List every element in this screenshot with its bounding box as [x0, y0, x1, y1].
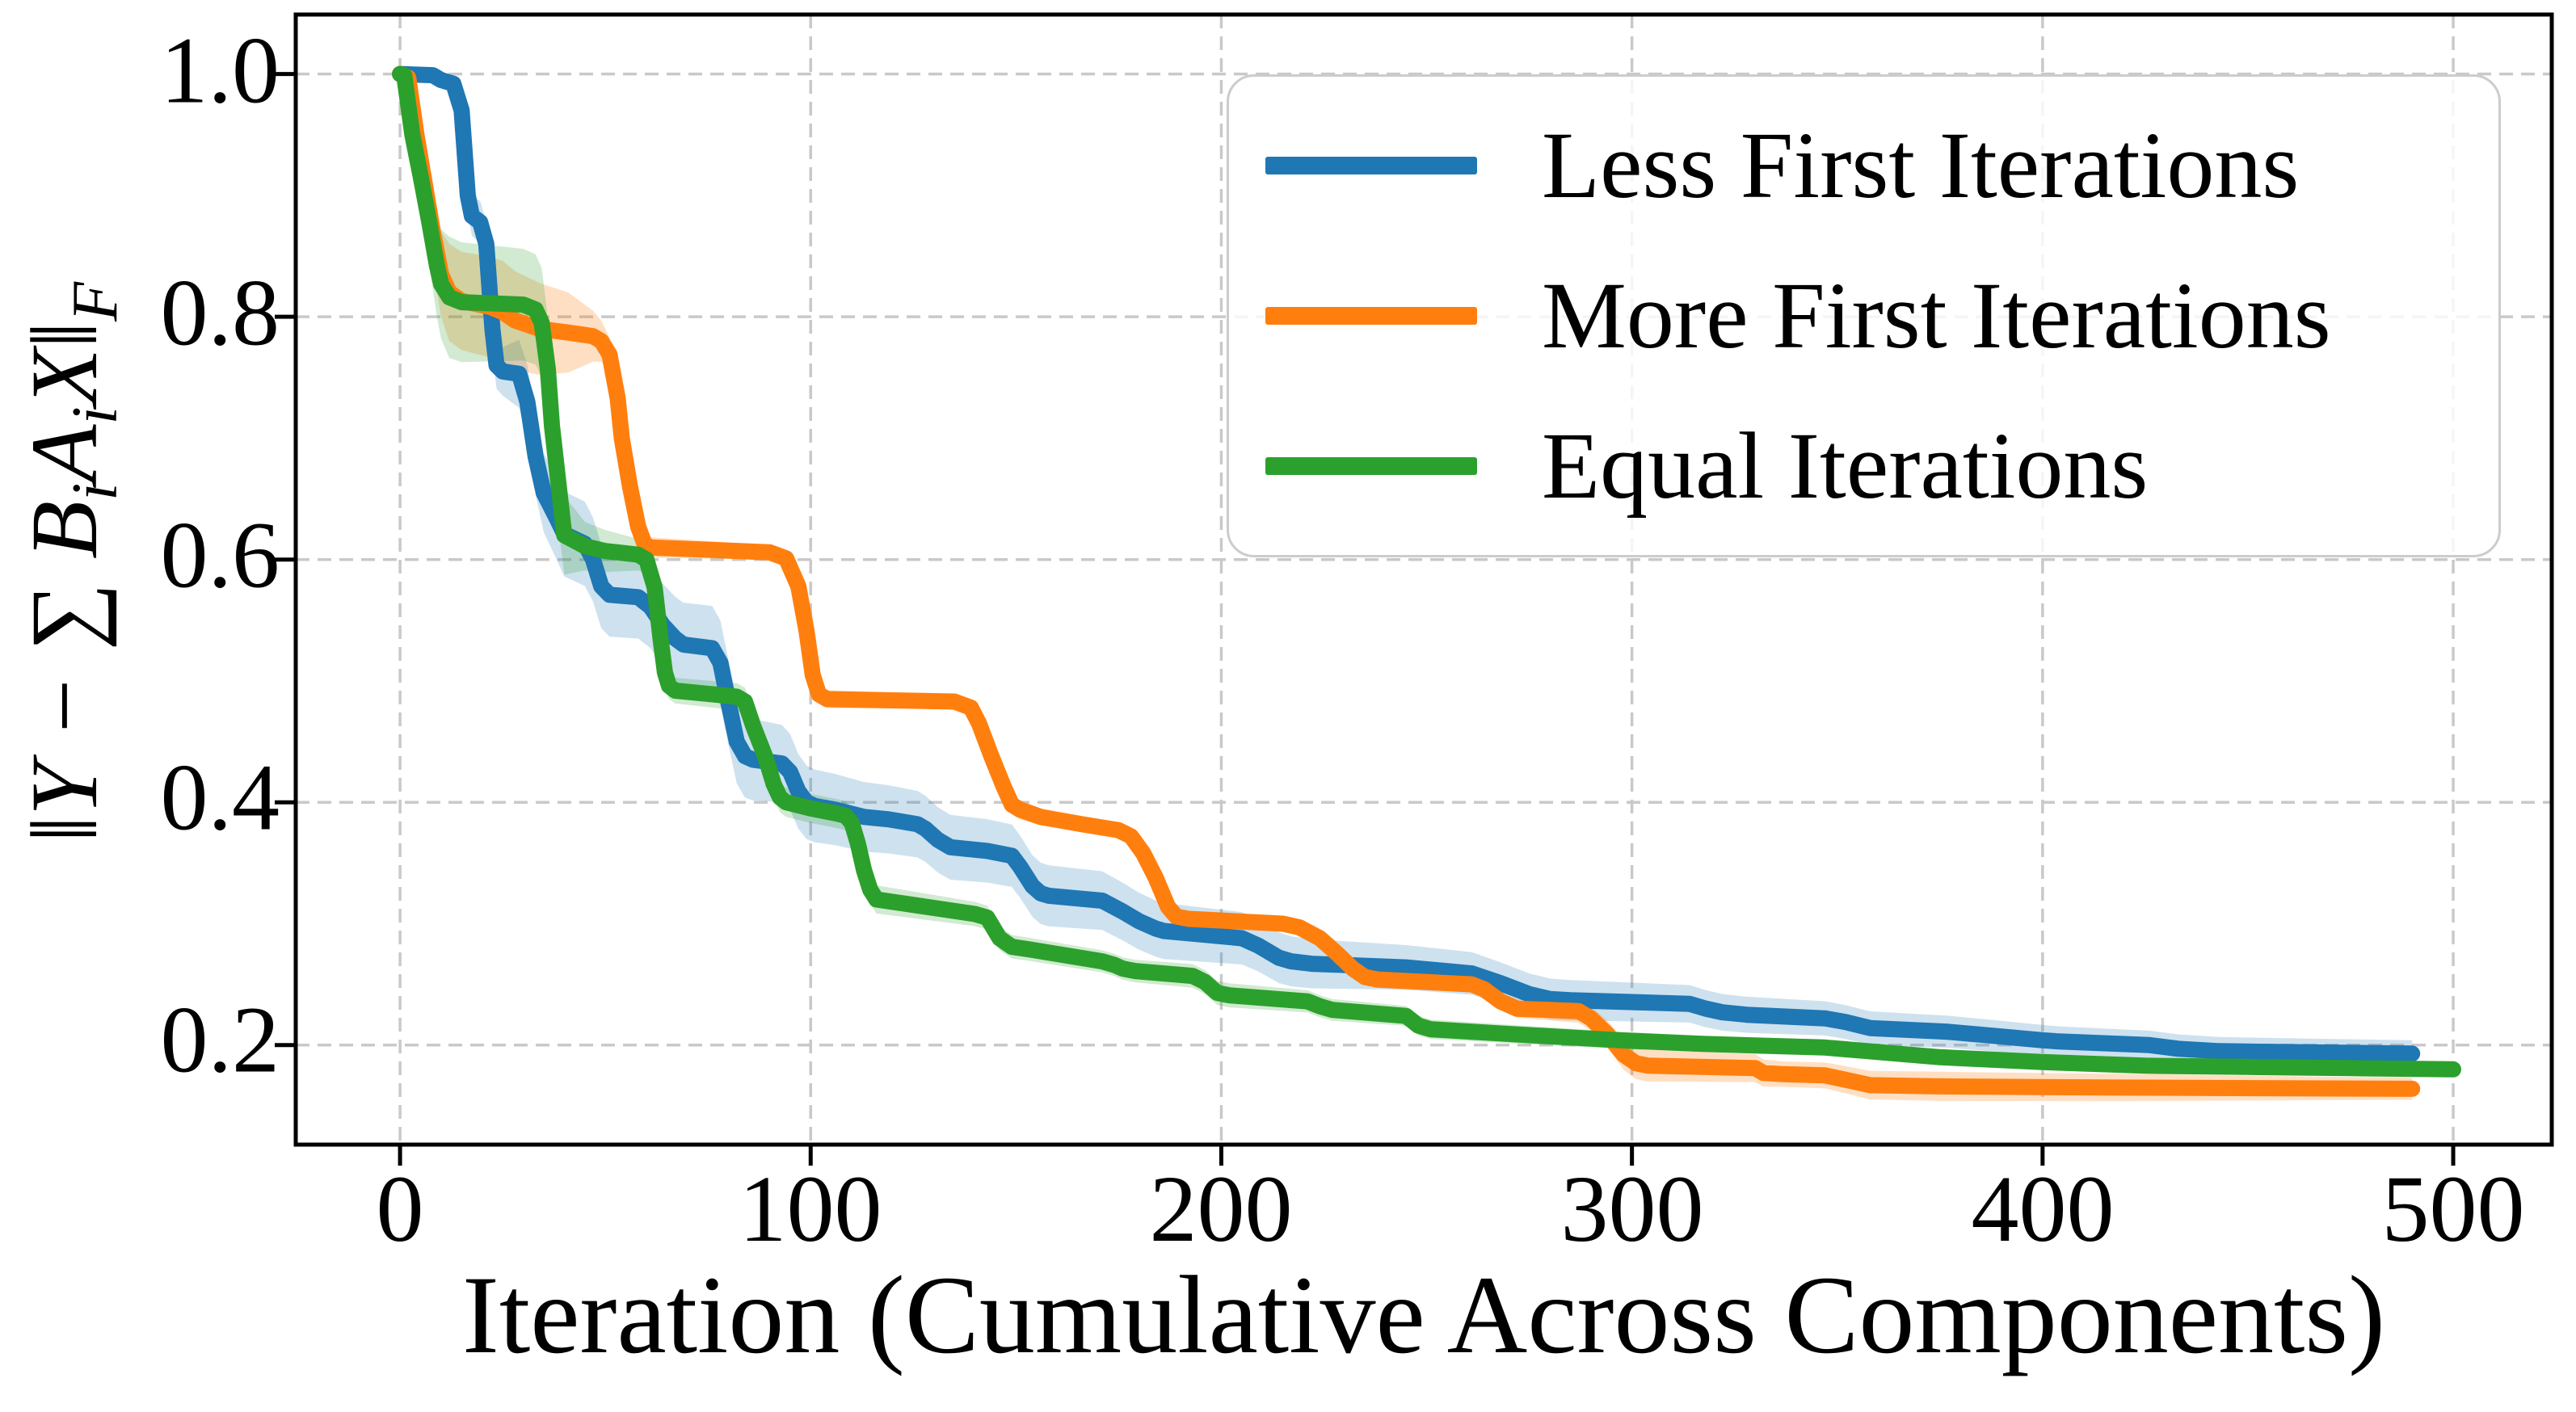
- y-tick-label-0.4: 0.4: [160, 744, 280, 851]
- y-tick-label-0.6: 0.6: [160, 502, 280, 608]
- legend-label: More First Iterations: [1542, 263, 2331, 368]
- x-tick-label-0: 0: [376, 1156, 424, 1262]
- legend-item-less-first: Less First Iterations: [1229, 93, 2498, 238]
- legend-swatch-orange: [1265, 307, 1477, 325]
- legend-label: Equal Iterations: [1542, 413, 2149, 519]
- x-tick-label-100: 100: [739, 1156, 882, 1262]
- x-axis-label: Iteration (Cumulative Across Components): [461, 1253, 2386, 1376]
- legend-swatch-blue: [1265, 157, 1477, 174]
- y-tick-label-0.2: 0.2: [160, 986, 280, 1093]
- y-tick-label-1.0: 1.0: [160, 17, 280, 124]
- legend: Less First Iterations More First Iterati…: [1227, 74, 2501, 557]
- x-tick-label-200: 200: [1149, 1156, 1293, 1262]
- x-tick-label-500: 500: [2381, 1156, 2525, 1262]
- x-tick-label-300: 300: [1560, 1156, 1704, 1262]
- y-tick-label-0.8: 0.8: [160, 259, 280, 366]
- legend-swatch-green: [1265, 457, 1477, 475]
- legend-label: Less First Iterations: [1542, 112, 2300, 218]
- legend-item-equal: Equal Iterations: [1229, 393, 2498, 539]
- x-tick-label-400: 400: [1971, 1156, 2115, 1262]
- legend-item-more-first: More First Iterations: [1229, 243, 2498, 389]
